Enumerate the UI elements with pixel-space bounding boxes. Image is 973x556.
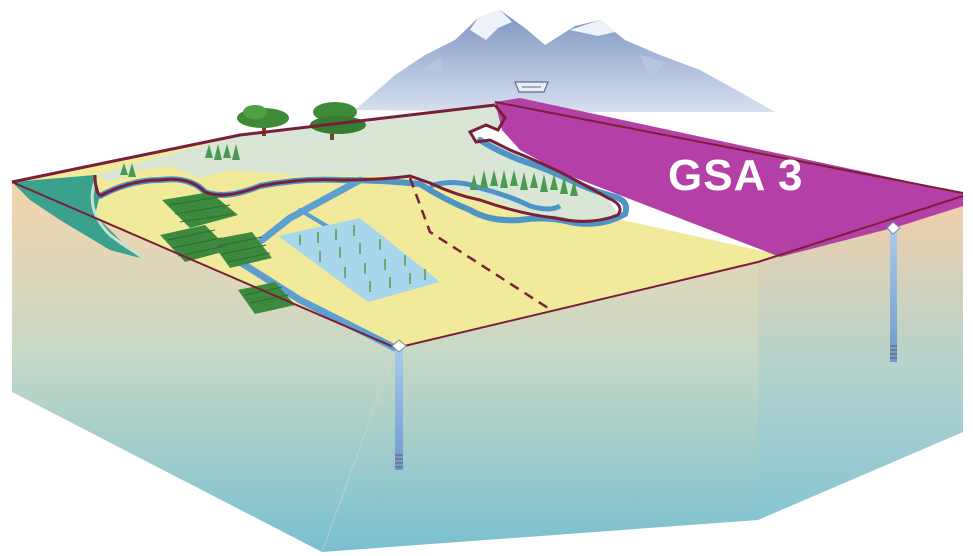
dam-icon [514, 81, 549, 93]
well-icon-right [886, 221, 901, 362]
block-right-face [758, 196, 963, 520]
mountain-range-icon [355, 10, 775, 112]
riparian-trees-icon [120, 144, 578, 196]
gsa-boundary-lines [11, 101, 964, 350]
rice-field-icon [278, 218, 440, 302]
gsa-3-label: GSA 3 [668, 151, 803, 200]
orchard-icon [160, 192, 295, 314]
block-front-face [12, 182, 758, 552]
well-icon-front [391, 339, 407, 470]
gsa-3-zone [495, 98, 963, 257]
upland-area [95, 105, 618, 224]
